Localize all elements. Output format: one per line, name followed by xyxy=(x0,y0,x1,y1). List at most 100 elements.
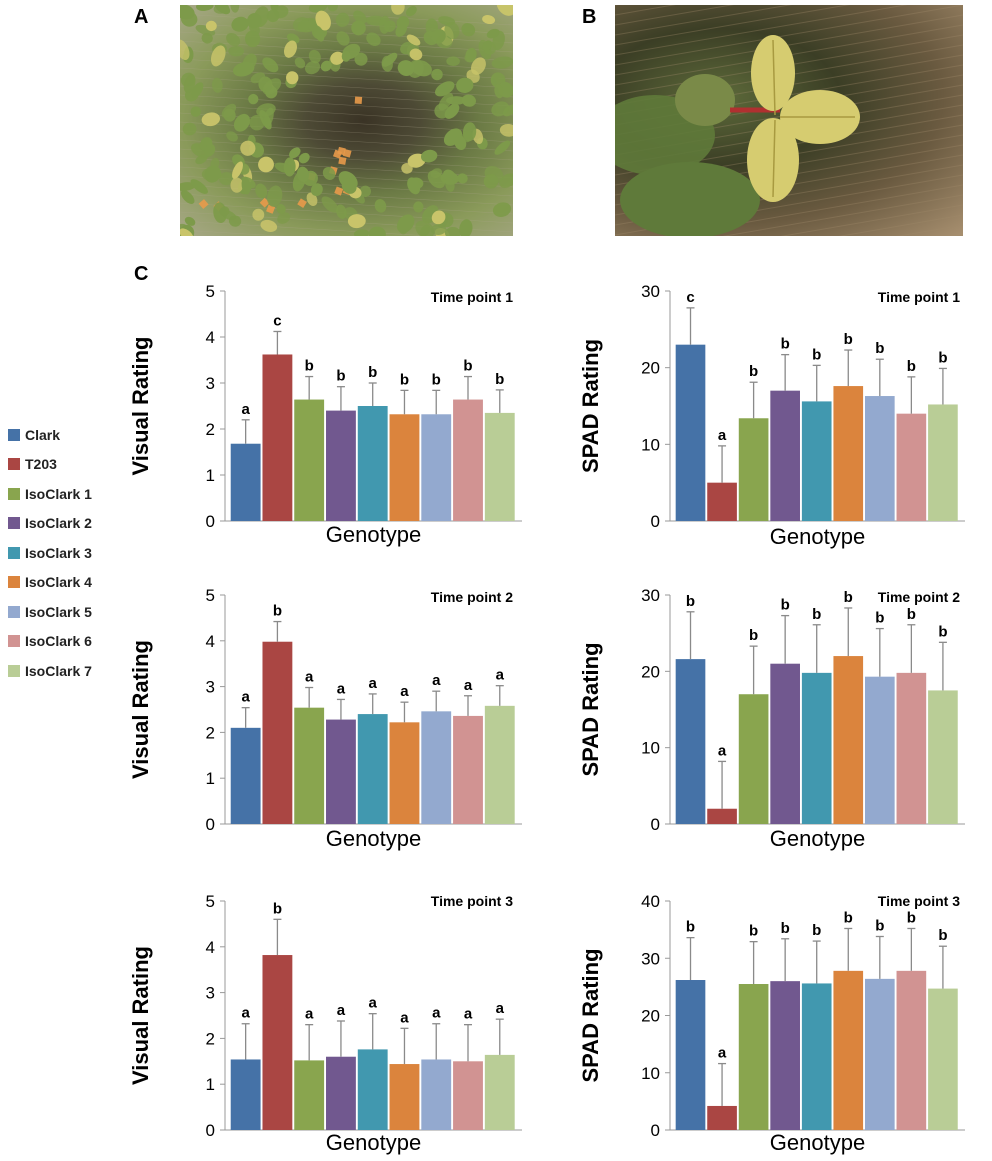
leaf xyxy=(190,179,208,194)
leaf xyxy=(182,122,197,136)
bar-isoclark-7 xyxy=(484,1054,515,1130)
leaf xyxy=(292,17,310,32)
leaf xyxy=(241,176,251,195)
leaf xyxy=(321,196,339,213)
leaf xyxy=(482,40,493,52)
y-tick-label: 10 xyxy=(641,739,660,758)
leaf xyxy=(436,35,453,49)
leaf xyxy=(409,48,423,61)
leaf xyxy=(310,183,323,197)
chart-legend: Clark T203 IsoClark 1 IsoClark 2 IsoClark 3 I… xyxy=(8,420,92,686)
leaf xyxy=(492,30,505,51)
leaf xyxy=(219,206,230,217)
leaf xyxy=(461,23,476,37)
leaf xyxy=(445,177,455,192)
bar-isoclark-7 xyxy=(484,705,515,824)
significance-letter: b xyxy=(273,603,282,620)
significance-letter: b xyxy=(368,364,377,381)
chart-title: Time point 2 xyxy=(431,589,513,605)
leaf xyxy=(219,172,234,186)
bar-isoclark-5 xyxy=(421,414,452,521)
leaf xyxy=(341,178,357,194)
leaf xyxy=(274,162,296,174)
significance-letter: a xyxy=(718,427,727,444)
significance-letter: a xyxy=(241,689,250,706)
leaf xyxy=(190,106,201,117)
leaf xyxy=(180,228,194,236)
leaf xyxy=(330,51,345,65)
leaf xyxy=(413,201,424,213)
leaf xyxy=(240,140,256,156)
chart-title: Time point 1 xyxy=(878,289,960,305)
y-tick-label: 3 xyxy=(206,678,215,697)
leaf xyxy=(258,156,274,173)
plant-tag xyxy=(338,156,347,165)
leaf xyxy=(249,114,265,131)
bar-isoclark-7 xyxy=(484,412,515,521)
bar-isoclark-4 xyxy=(389,414,420,521)
leaf xyxy=(396,214,415,233)
bar-isoclark-4 xyxy=(833,386,864,521)
bar-isoclark-4 xyxy=(389,722,420,824)
significance-letter: b xyxy=(938,927,947,944)
panel-label-a: A xyxy=(134,6,149,28)
significance-letter: b xyxy=(844,589,853,606)
leaf xyxy=(353,10,367,24)
significance-letter: a xyxy=(241,1005,250,1022)
y-tick-label: 5 xyxy=(206,892,215,911)
significance-letter: a xyxy=(718,742,727,759)
leaf xyxy=(434,103,450,119)
leaf xyxy=(232,61,255,77)
leaf xyxy=(195,24,216,36)
significance-letter: a xyxy=(432,672,441,689)
mesh-line xyxy=(838,214,963,236)
chlorotic-leaf xyxy=(751,35,795,111)
leaf xyxy=(431,210,446,225)
plant-tag xyxy=(259,197,270,208)
leaf xyxy=(308,49,321,64)
mesh-line xyxy=(780,204,963,236)
bar-isoclark-3 xyxy=(357,714,388,824)
bar-isoclark-6 xyxy=(453,715,483,824)
chart-title: Time point 3 xyxy=(431,893,513,909)
leaf xyxy=(335,12,350,27)
y-tick-label: 20 xyxy=(641,359,660,378)
leaf xyxy=(289,147,301,159)
leaf xyxy=(336,204,347,220)
leaf xyxy=(248,93,259,105)
mesh-line xyxy=(615,5,734,26)
legend-label: IsoClark 7 xyxy=(25,662,92,679)
legend-label: IsoClark 2 xyxy=(25,515,92,532)
significance-letter: a xyxy=(718,1045,727,1062)
leaf xyxy=(462,122,477,142)
leaf xyxy=(180,182,196,192)
plant-tag xyxy=(198,199,209,209)
significance-letter: b xyxy=(781,920,790,937)
y-tick-label: 3 xyxy=(206,984,215,1003)
y-axis-label: SPAD Rating xyxy=(578,948,603,1082)
bar-isoclark-7 xyxy=(928,690,958,824)
leaf xyxy=(341,50,351,62)
bar-isoclark-3 xyxy=(801,983,832,1130)
leaf xyxy=(233,113,251,132)
leaf xyxy=(405,5,417,17)
significance-letter: a xyxy=(400,1009,409,1026)
plant-tag xyxy=(334,186,344,196)
leaf xyxy=(228,46,244,57)
y-axis-label: SPAD Rating xyxy=(578,642,603,776)
leaf xyxy=(226,131,238,142)
significance-letter: a xyxy=(496,667,505,684)
bar-isoclark-6 xyxy=(453,1061,483,1130)
y-tick-label: 0 xyxy=(206,1121,215,1140)
x-axis-label: Genotype xyxy=(326,1130,421,1155)
leaf xyxy=(430,224,447,235)
significance-letter: b xyxy=(907,909,916,926)
leaf xyxy=(255,183,268,199)
leaf xyxy=(265,86,278,99)
panel-label-c: C xyxy=(134,263,149,285)
leaf xyxy=(397,60,415,76)
leaf xyxy=(320,60,332,72)
significance-letter: b xyxy=(686,919,695,936)
leaf xyxy=(313,25,325,42)
x-axis-label: Genotype xyxy=(770,826,865,851)
